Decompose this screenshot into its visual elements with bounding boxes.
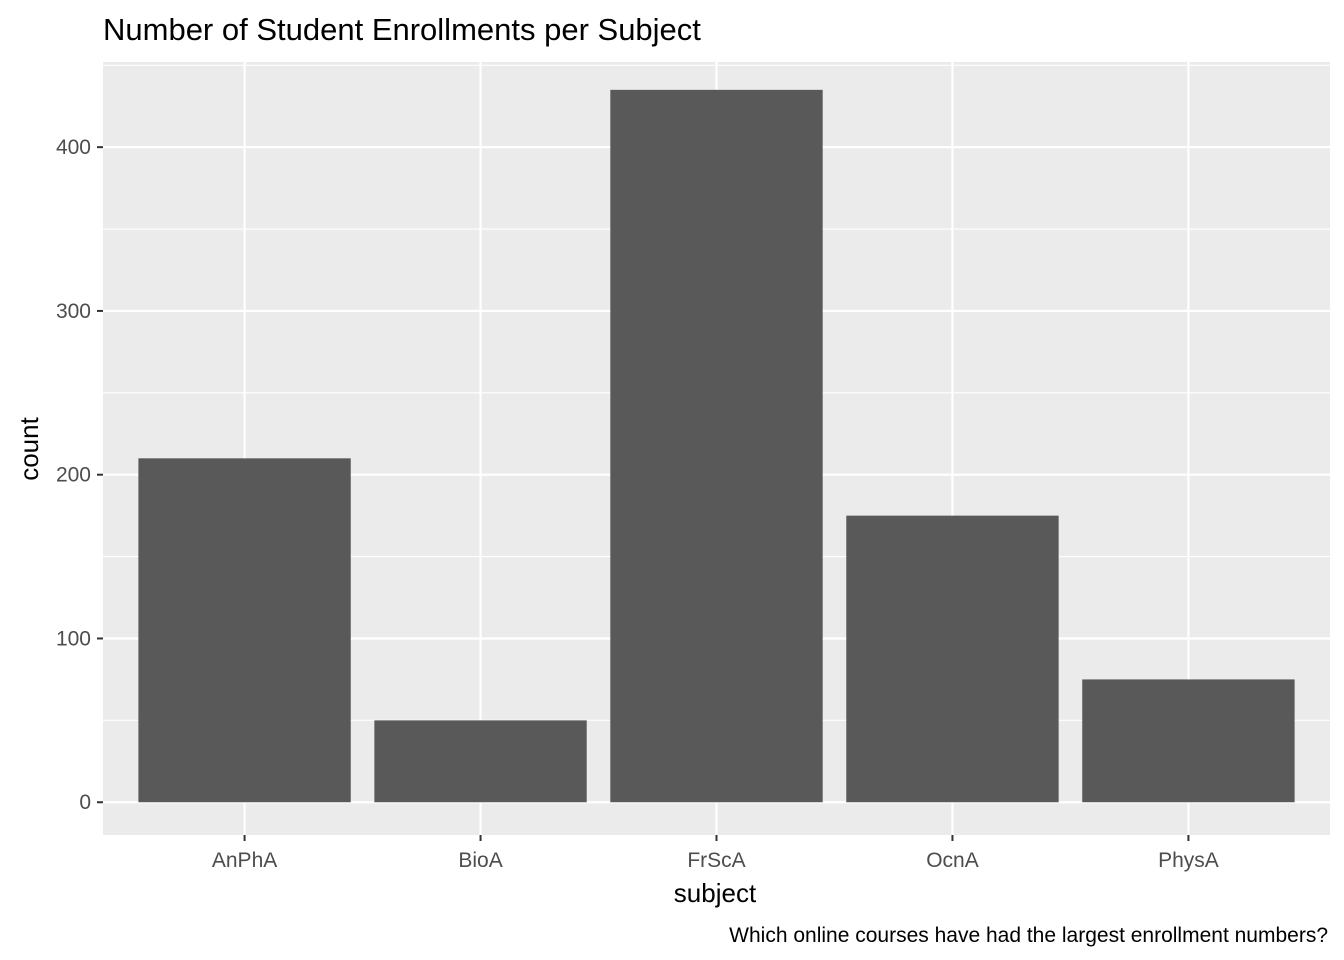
y-tick-label: 200 — [56, 464, 91, 487]
chart-title: Number of Student Enrollments per Subjec… — [103, 12, 701, 47]
y-tick-label: 0 — [79, 791, 91, 814]
bars — [138, 89, 1295, 803]
y-axis-title: count — [14, 416, 44, 480]
y-tick-label: 400 — [56, 136, 91, 159]
x-axis: AnPhA BioA FrScA OcnA PhysA — [212, 835, 1219, 872]
x-tick-label: OcnA — [926, 849, 979, 872]
x-tick-label: FrScA — [687, 849, 745, 872]
bar-anpha — [138, 458, 351, 803]
bar-bioa — [374, 720, 587, 803]
x-tick-label: BioA — [458, 849, 502, 872]
bar-ocna — [846, 515, 1059, 803]
chart-caption: Which online courses have had the larges… — [729, 924, 1328, 947]
x-tick-label: PhysA — [1158, 849, 1219, 872]
y-tick-label: 100 — [56, 627, 91, 650]
x-tick-label: AnPhA — [212, 849, 277, 872]
bar-frsca — [610, 89, 823, 803]
y-tick-label: 300 — [56, 300, 91, 323]
y-axis: 0 100 200 300 400 — [56, 136, 103, 814]
bar-physa — [1082, 679, 1295, 803]
x-axis-title: subject — [674, 878, 757, 908]
